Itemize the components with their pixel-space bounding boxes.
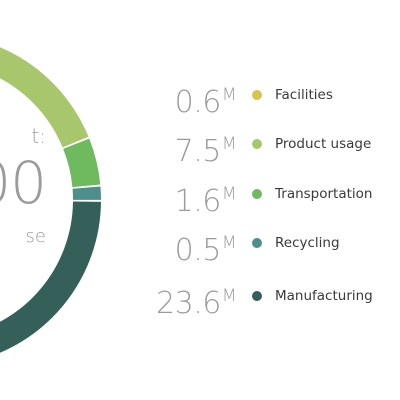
legend-item-facilities: 0.6M Facilities: [0, 75, 400, 120]
legend-value-unit: M: [221, 286, 237, 306]
legend-value-number: 23.6: [156, 286, 221, 321]
legend-label: Product usage: [275, 136, 372, 152]
legend-value-unit: M: [221, 85, 237, 105]
donut-slice-recycling: [72, 186, 101, 201]
donut-slice-product-usage: [0, 47, 89, 148]
legend-label: Facilities: [275, 87, 333, 103]
legend-value: 0.6M: [174, 75, 237, 123]
legend-dot-icon: [252, 189, 262, 199]
donut-arcs: [0, 47, 101, 353]
donut-slice-manufacturing: [0, 201, 101, 353]
legend-value: 23.6M: [156, 276, 236, 324]
legend-label: Manufacturing: [275, 288, 373, 304]
legend-value-number: 1.6: [174, 184, 222, 219]
center-label-top: t:: [31, 124, 46, 148]
legend-value-number: 7.5: [174, 134, 222, 169]
legend-label: Transportation: [275, 186, 373, 202]
donut-slice-transportation: [63, 138, 101, 188]
center-label-bottom: se: [25, 226, 46, 247]
legend-item-product-usage: 7.5M Product usage: [0, 124, 400, 169]
legend-dot-icon: [252, 238, 262, 248]
center-total-value: 00: [0, 149, 47, 217]
legend-value-unit: M: [221, 233, 237, 253]
legend-item-recycling: 0.5M Recycling: [0, 223, 400, 268]
legend-item-manufacturing: 23.6M Manufacturing: [0, 276, 400, 321]
legend-value: 7.5M: [174, 124, 237, 172]
legend-item-transportation: 1.6M Transportation: [0, 174, 400, 219]
legend-value: 1.6M: [174, 174, 237, 222]
legend-value-unit: M: [221, 134, 237, 154]
legend-dot-icon: [252, 90, 262, 100]
legend-label: Recycling: [275, 235, 340, 251]
legend-value-unit: M: [221, 184, 237, 204]
legend-dot-icon: [252, 139, 262, 149]
legend-value-number: 0.6: [174, 85, 222, 120]
legend-dot-icon: [252, 291, 262, 301]
legend-value: 0.5M: [174, 223, 237, 271]
legend-value-number: 0.5: [174, 233, 222, 268]
